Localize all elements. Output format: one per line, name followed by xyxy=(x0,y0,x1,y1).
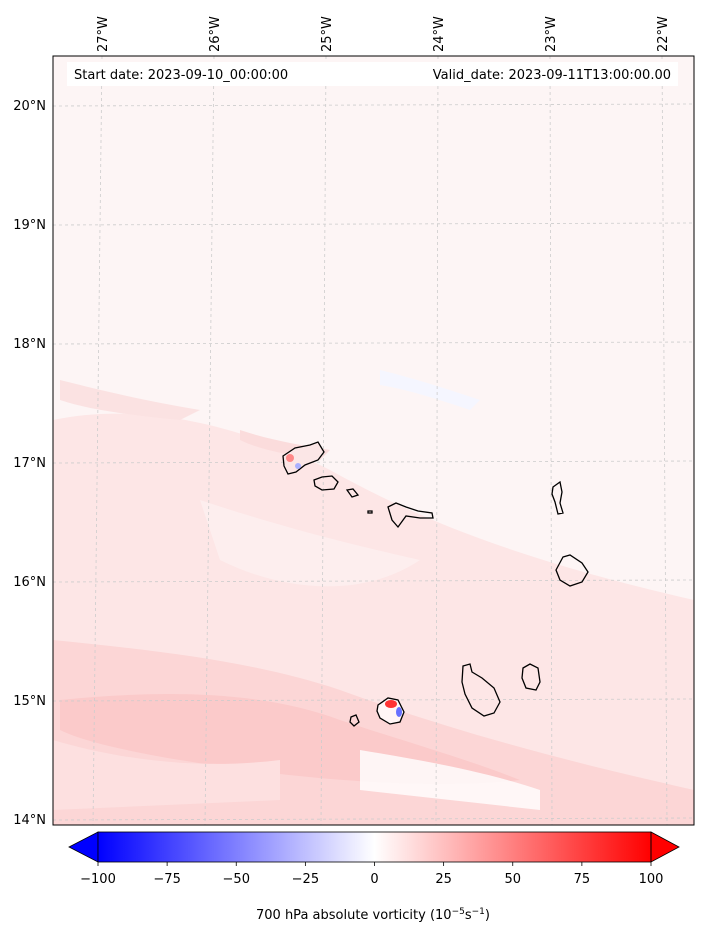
gridline-lon-24 xyxy=(435,56,439,825)
colorbar-tick-label: 75 xyxy=(574,872,591,887)
island-fogo xyxy=(376,697,405,725)
vorticity-blob-blue-fogo xyxy=(396,707,402,717)
gridline-lat-19 xyxy=(53,222,694,226)
island-santo-antao xyxy=(282,441,325,475)
island-sao-nicolau xyxy=(387,502,434,529)
islands xyxy=(282,441,589,727)
gridline-lon-23 xyxy=(549,56,553,825)
valid-date-label: Valid_date: 2023-09-11T13:00:00.00 xyxy=(433,68,671,83)
colorbar-extend-min xyxy=(68,831,99,863)
island-boa-vista xyxy=(555,554,589,587)
gridline-lon-26 xyxy=(204,56,215,825)
start-date-label: Start date: 2023-09-10_00:00:00 xyxy=(74,68,288,83)
vorticity-field xyxy=(53,56,694,825)
info-box xyxy=(67,62,678,86)
lat-label-19n: 19°N xyxy=(13,218,46,233)
colorbar-tick-label: −25 xyxy=(292,872,319,887)
gridline-lat-16 xyxy=(53,579,694,583)
colorbar-tick-label: 50 xyxy=(504,872,521,887)
colorbar-ramp xyxy=(98,832,651,862)
gridline-lat-15 xyxy=(53,698,694,702)
blue-streak xyxy=(380,370,480,410)
lon-label-26w: 26°W xyxy=(208,16,223,52)
gridline-lon-27 xyxy=(92,56,103,825)
map-frame xyxy=(52,55,695,826)
white-patch-south xyxy=(360,750,540,810)
lon-label-27w: 27°W xyxy=(96,16,111,52)
shade-southwest xyxy=(53,740,280,810)
colorbar-tick-label: −75 xyxy=(153,872,180,887)
lat-label-14n: 14°N xyxy=(13,813,46,828)
colorbar-tick-label: 0 xyxy=(370,872,378,887)
island-maio xyxy=(521,663,541,691)
island-brava xyxy=(349,714,360,727)
gridline-lat-17 xyxy=(53,460,694,464)
colorbar-ticks: −100 −75 −50 −25 0 25 50 75 100 xyxy=(80,862,663,887)
streak-1 xyxy=(60,380,200,420)
lon-label-25w: 25°W xyxy=(320,16,335,52)
colorbar-tick-label: 25 xyxy=(435,872,452,887)
gridline-lat-18 xyxy=(53,341,694,345)
longitude-labels: 27°W 26°W 25°W 24°W 23°W 22°W xyxy=(96,16,671,52)
latitude-labels: 20°N 19°N 18°N 17°N 16°N 15°N 14°N xyxy=(13,99,46,828)
lat-label-17n: 17°N xyxy=(13,456,46,471)
colorbar: −100 −75 −50 −25 0 25 50 75 100 700 hPa absolute… xyxy=(68,831,680,923)
light-patch-mid xyxy=(200,500,420,587)
colorbar-tick-label: −100 xyxy=(80,872,116,887)
lon-label-22w: 22°W xyxy=(656,16,671,52)
colorbar-extend-max xyxy=(650,831,680,863)
colorbar-label: 700 hPa absolute vorticity (10−5s−1) xyxy=(256,907,490,923)
lat-label-18n: 18°N xyxy=(13,337,46,352)
lat-label-16n: 16°N xyxy=(13,575,46,590)
gridline-lat-14 xyxy=(53,817,694,821)
lat-label-15n: 15°N xyxy=(13,694,46,709)
island-sal xyxy=(551,480,564,515)
vorticity-blob-red-1 xyxy=(286,454,294,462)
lon-label-23w: 23°W xyxy=(544,16,559,52)
island-raso xyxy=(367,510,373,514)
island-sao-vicente xyxy=(313,475,339,491)
gridlines xyxy=(53,56,694,825)
colorbar-tick-label: 100 xyxy=(639,872,664,887)
gridline-lon-25 xyxy=(320,56,327,825)
vorticity-blob-blue-1 xyxy=(295,463,301,469)
island-santiago xyxy=(461,663,501,717)
island-santa-luzia xyxy=(345,488,360,498)
lat-label-20n: 20°N xyxy=(13,99,46,114)
gridline-lon-22 xyxy=(661,56,668,825)
colorbar-tick-label: −50 xyxy=(223,872,250,887)
gridline-lat-20 xyxy=(53,103,694,107)
lon-label-24w: 24°W xyxy=(432,16,447,52)
vorticity-blob-red-fogo xyxy=(385,700,397,708)
